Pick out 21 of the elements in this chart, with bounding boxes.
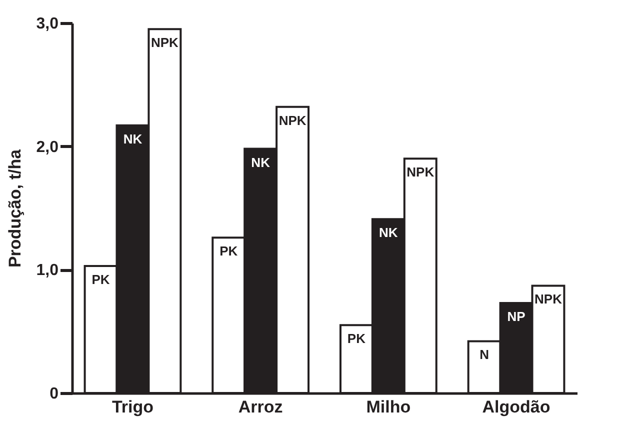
- data-label: NK: [123, 131, 143, 146]
- y-tick-label: 0: [50, 386, 59, 402]
- data-label: PK: [347, 331, 366, 346]
- data-label: NPK: [278, 112, 307, 128]
- data-label: NK: [251, 154, 271, 170]
- data-label: PK: [220, 244, 238, 259]
- x-tick-label: Milho: [366, 398, 411, 416]
- data-label: NPK: [406, 164, 435, 180]
- data-label: NPK: [534, 292, 563, 307]
- y-tick-label: 3,0: [36, 16, 59, 32]
- x-tick-label: Trigo: [112, 398, 154, 416]
- y-axis-title: Produção, t/ha: [5, 148, 24, 268]
- data-label: PK: [92, 272, 110, 287]
- data-label: N: [480, 347, 490, 362]
- y-tick-label: 2,0: [36, 138, 59, 156]
- data-label: NPK: [150, 35, 180, 50]
- data-label: NP: [507, 308, 526, 324]
- x-tick-label: Arroz: [238, 398, 283, 416]
- x-tick-label: Algodão: [482, 398, 550, 416]
- data-label: NK: [379, 225, 398, 240]
- y-tick-label: 1,0: [36, 262, 59, 280]
